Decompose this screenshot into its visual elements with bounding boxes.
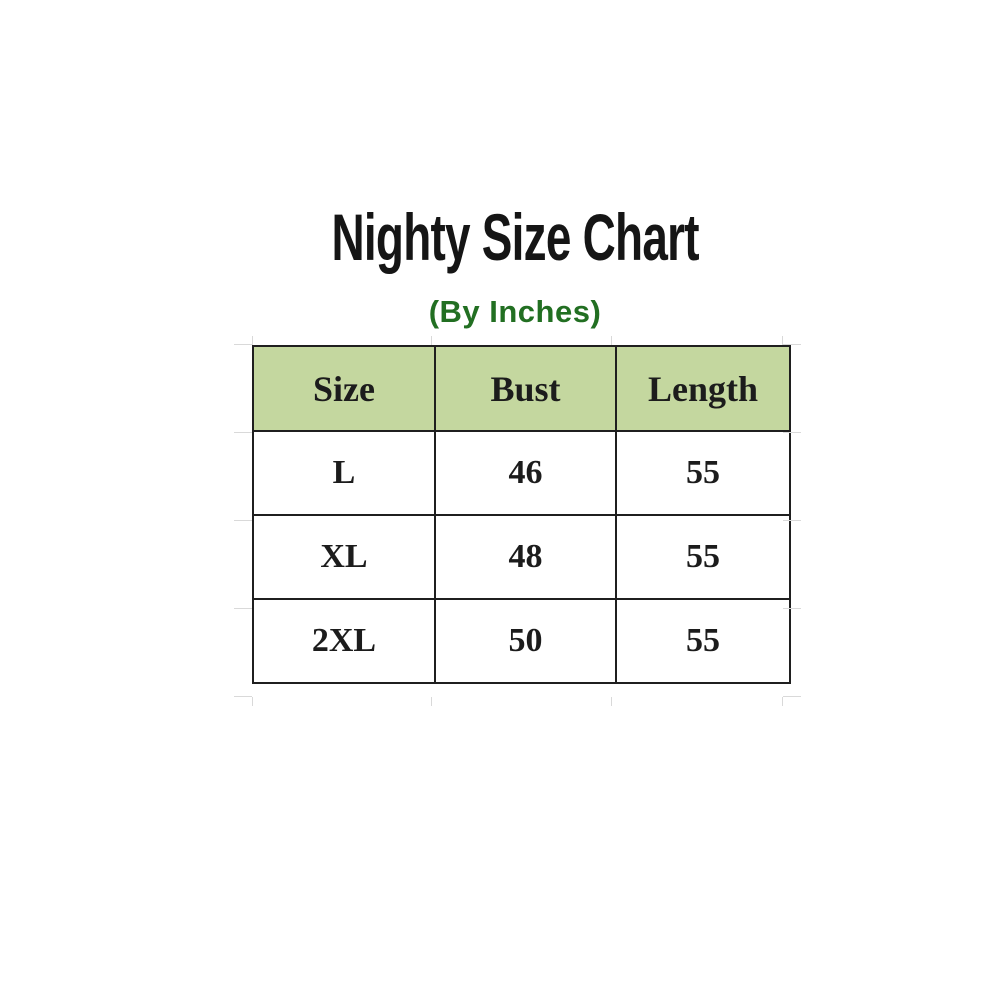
length-cell: 55: [615, 598, 791, 684]
gridline-tick: [782, 697, 783, 706]
gridline-tick: [783, 608, 801, 609]
table-row: XL 48 55: [252, 514, 791, 600]
size-cell: L: [252, 430, 436, 516]
gridline-tick: [783, 520, 801, 521]
gridline-tick: [783, 432, 801, 433]
gridline-tick: [234, 520, 252, 521]
gridline-tick: [234, 432, 252, 433]
bust-cell: 50: [434, 598, 617, 684]
gridline-tick: [783, 344, 801, 345]
header-row: Size Bust Length: [252, 345, 791, 432]
header-cell-length: Length: [615, 345, 791, 432]
gridline-tick: [234, 608, 252, 609]
bust-cell: 46: [434, 430, 617, 516]
page-title: Nighty Size Chart: [331, 201, 699, 276]
page-subtitle-row: (By Inches): [0, 294, 1000, 330]
gridline-tick: [782, 336, 783, 345]
page-title-row: Nighty Size Chart: [0, 201, 1000, 276]
bust-cell: 48: [434, 514, 617, 600]
table-row: L 46 55: [252, 430, 791, 516]
size-chart-table: Size Bust Length L 46 55 XL 48 55 2XL 50…: [252, 345, 791, 684]
length-cell: 55: [615, 430, 791, 516]
gridline-tick: [783, 696, 801, 697]
size-cell: 2XL: [252, 598, 436, 684]
length-cell: 55: [615, 514, 791, 600]
page-subtitle: (By Inches): [428, 294, 602, 329]
gridline-tick: [234, 696, 252, 697]
table-row: 2XL 50 55: [252, 598, 791, 684]
header-cell-bust: Bust: [434, 345, 617, 432]
gridline-tick: [252, 336, 253, 345]
gridline-tick: [431, 336, 432, 345]
table-body: L 46 55 XL 48 55 2XL 50 55: [252, 430, 791, 684]
gridline-tick: [234, 344, 252, 345]
gridline-tick: [431, 697, 432, 706]
size-cell: XL: [252, 514, 436, 600]
table-header: Size Bust Length: [252, 345, 791, 432]
gridline-tick: [611, 697, 612, 706]
gridline-tick: [611, 336, 612, 345]
header-cell-size: Size: [252, 345, 436, 432]
gridline-tick: [252, 697, 253, 706]
